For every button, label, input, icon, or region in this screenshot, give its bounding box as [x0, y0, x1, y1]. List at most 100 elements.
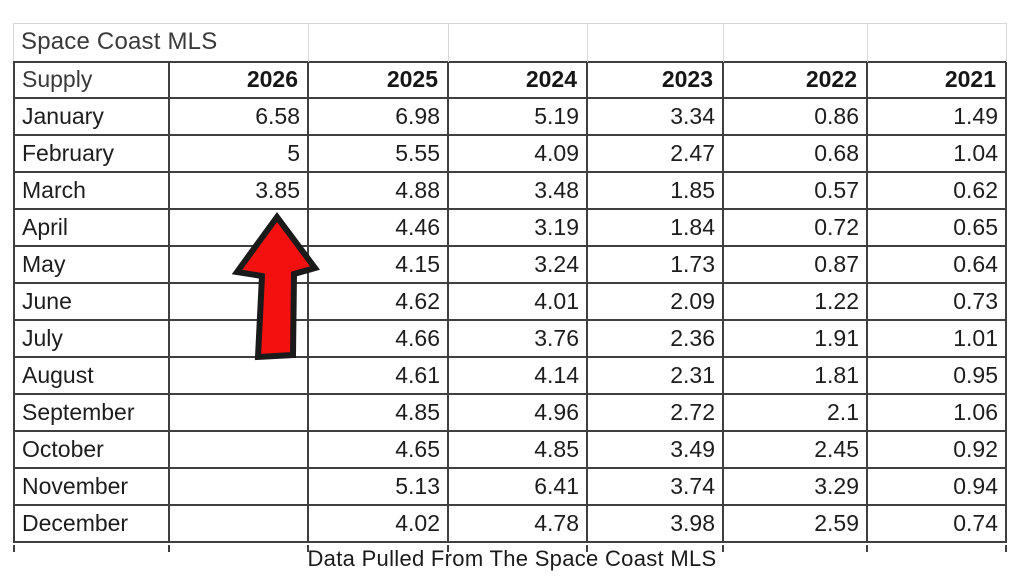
month-cell[interactable]: September [15, 395, 170, 432]
value-cell-november-2024[interactable]: 6.41 [449, 469, 588, 506]
value-cell-september-2022[interactable]: 2.1 [724, 395, 868, 432]
month-cell[interactable]: June [15, 284, 170, 321]
value-cell-may-2023[interactable]: 1.73 [588, 247, 724, 284]
value-cell-august-2022[interactable]: 1.81 [724, 358, 868, 395]
month-cell[interactable]: March [15, 173, 170, 210]
value-cell-june-2026[interactable] [170, 284, 309, 321]
header-year-2022[interactable]: 2022 [724, 63, 868, 99]
value-cell-june-2023[interactable]: 2.09 [588, 284, 724, 321]
value-cell-july-2022[interactable]: 1.91 [724, 321, 868, 358]
sheet-title[interactable]: Space Coast MLS [21, 28, 218, 55]
value-cell-september-2023[interactable]: 2.72 [588, 395, 724, 432]
header-year-2023[interactable]: 2023 [588, 63, 724, 99]
value-cell-october-2026[interactable] [170, 432, 309, 469]
value-cell-september-2026[interactable] [170, 395, 309, 432]
value-cell-november-2026[interactable] [170, 469, 309, 506]
month-cell[interactable]: October [15, 432, 170, 469]
month-cell[interactable]: August [15, 358, 170, 395]
value-cell-april-2025[interactable]: 4.46 [309, 210, 449, 247]
value-cell-june-2024[interactable]: 4.01 [449, 284, 588, 321]
month-cell[interactable]: May [15, 247, 170, 284]
value-cell-december-2025[interactable]: 4.02 [309, 506, 449, 543]
value-cell-july-2021[interactable]: 1.01 [868, 321, 1007, 358]
value-cell-august-2024[interactable]: 4.14 [449, 358, 588, 395]
header-year-2021[interactable]: 2021 [868, 63, 1007, 99]
value-cell-october-2022[interactable]: 2.45 [724, 432, 868, 469]
value-cell-august-2021[interactable]: 0.95 [868, 358, 1007, 395]
value-cell-may-2022[interactable]: 0.87 [724, 247, 868, 284]
value-cell-may-2025[interactable]: 4.15 [309, 247, 449, 284]
month-cell[interactable]: April [15, 210, 170, 247]
value-cell-january-2023[interactable]: 3.34 [588, 99, 724, 136]
value-cell-october-2023[interactable]: 3.49 [588, 432, 724, 469]
value-cell-december-2026[interactable] [170, 506, 309, 543]
value-cell-november-2022[interactable]: 3.29 [724, 469, 868, 506]
value-cell-january-2024[interactable]: 5.19 [449, 99, 588, 136]
value-cell-april-2022[interactable]: 0.72 [724, 210, 868, 247]
month-cell[interactable]: November [15, 469, 170, 506]
value-cell-december-2022[interactable]: 2.59 [724, 506, 868, 543]
value-cell-july-2026[interactable] [170, 321, 309, 358]
value-cell-may-2024[interactable]: 3.24 [449, 247, 588, 284]
value-cell-may-2021[interactable]: 0.64 [868, 247, 1007, 284]
header-year-2025[interactable]: 2025 [309, 63, 449, 99]
value-cell-march-2024[interactable]: 3.48 [449, 173, 588, 210]
value-cell-september-2025[interactable]: 4.85 [309, 395, 449, 432]
value-cell-february-2022[interactable]: 0.68 [724, 136, 868, 173]
value-cell-may-2026[interactable] [170, 247, 309, 284]
value-cell-june-2021[interactable]: 0.73 [868, 284, 1007, 321]
value-cell-december-2021[interactable]: 0.74 [868, 506, 1007, 543]
value-cell-february-2025[interactable]: 5.55 [309, 136, 449, 173]
value-cell-june-2022[interactable]: 1.22 [724, 284, 868, 321]
value-cell-october-2025[interactable]: 4.65 [309, 432, 449, 469]
value-cell-july-2023[interactable]: 2.36 [588, 321, 724, 358]
spreadsheet-area: Space Coast MLS Supply 2026 2025 2024 2023 20… [13, 23, 1007, 552]
gridline [448, 24, 449, 62]
month-cell[interactable]: July [15, 321, 170, 358]
value-cell-april-2021[interactable]: 0.65 [868, 210, 1007, 247]
value-cell-august-2025[interactable]: 4.61 [309, 358, 449, 395]
value-cell-september-2024[interactable]: 4.96 [449, 395, 588, 432]
value-cell-october-2024[interactable]: 4.85 [449, 432, 588, 469]
value-cell-january-2021[interactable]: 1.49 [868, 99, 1007, 136]
footer-caption: Data Pulled From The Space Coast MLS [307, 546, 717, 571]
value-cell-november-2023[interactable]: 3.74 [588, 469, 724, 506]
value-cell-december-2023[interactable]: 3.98 [588, 506, 724, 543]
value-cell-april-2026[interactable] [170, 210, 309, 247]
gridline [1006, 24, 1007, 62]
gridline-tick [168, 545, 170, 552]
value-cell-april-2023[interactable]: 1.84 [588, 210, 724, 247]
value-cell-january-2026[interactable]: 6.58 [170, 99, 309, 136]
value-cell-february-2023[interactable]: 2.47 [588, 136, 724, 173]
value-cell-august-2026[interactable] [170, 358, 309, 395]
value-cell-march-2026[interactable]: 3.85 [170, 173, 309, 210]
header-supply-cell[interactable]: Supply [15, 63, 170, 99]
value-cell-november-2021[interactable]: 0.94 [868, 469, 1007, 506]
value-cell-december-2024[interactable]: 4.78 [449, 506, 588, 543]
value-cell-january-2022[interactable]: 0.86 [724, 99, 868, 136]
value-cell-april-2024[interactable]: 3.19 [449, 210, 588, 247]
value-cell-july-2024[interactable]: 3.76 [449, 321, 588, 358]
value-cell-september-2021[interactable]: 1.06 [868, 395, 1007, 432]
gridline-tick [1005, 545, 1007, 552]
value-cell-november-2025[interactable]: 5.13 [309, 469, 449, 506]
value-cell-june-2025[interactable]: 4.62 [309, 284, 449, 321]
month-cell[interactable]: January [15, 99, 170, 136]
value-cell-march-2023[interactable]: 1.85 [588, 173, 724, 210]
value-cell-february-2021[interactable]: 1.04 [868, 136, 1007, 173]
header-year-2026[interactable]: 2026 [170, 63, 309, 99]
gridline-tick [866, 545, 868, 552]
value-cell-july-2025[interactable]: 4.66 [309, 321, 449, 358]
value-cell-february-2024[interactable]: 4.09 [449, 136, 588, 173]
value-cell-august-2023[interactable]: 2.31 [588, 358, 724, 395]
value-cell-march-2025[interactable]: 4.88 [309, 173, 449, 210]
month-cell[interactable]: December [15, 506, 170, 543]
value-cell-march-2022[interactable]: 0.57 [724, 173, 868, 210]
gridline [587, 24, 588, 62]
value-cell-february-2026[interactable]: 5 [170, 136, 309, 173]
value-cell-march-2021[interactable]: 0.62 [868, 173, 1007, 210]
header-year-2024[interactable]: 2024 [449, 63, 588, 99]
value-cell-october-2021[interactable]: 0.92 [868, 432, 1007, 469]
month-cell[interactable]: February [15, 136, 170, 173]
value-cell-january-2025[interactable]: 6.98 [309, 99, 449, 136]
